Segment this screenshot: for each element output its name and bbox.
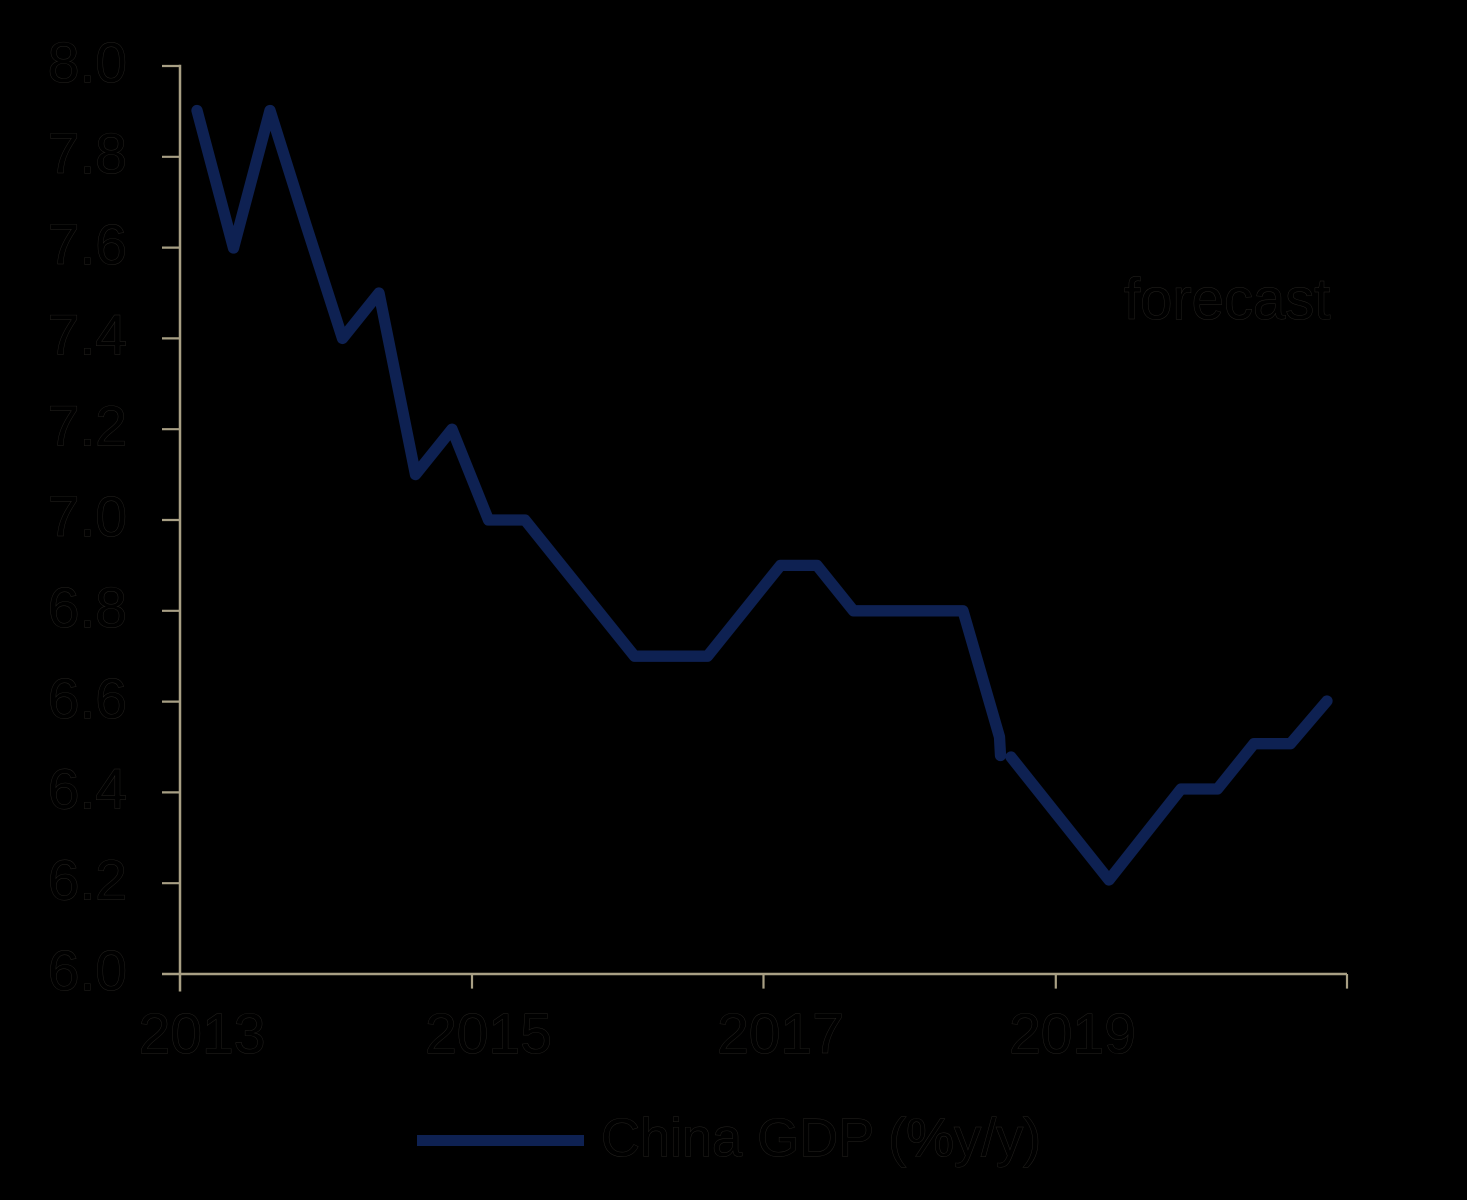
svg-text:6.2: 6.2	[48, 848, 127, 912]
svg-text:7.6: 7.6	[48, 213, 127, 277]
svg-text:6.0: 6.0	[48, 939, 127, 1003]
svg-text:forecast: forecast	[1124, 267, 1330, 332]
svg-text:7.4: 7.4	[48, 304, 127, 368]
svg-text:2015: 2015	[425, 1002, 552, 1066]
svg-text:2017: 2017	[717, 1002, 844, 1066]
svg-text:6.4: 6.4	[48, 758, 127, 822]
svg-text:7.2: 7.2	[48, 394, 127, 458]
svg-text:6.8: 6.8	[48, 576, 127, 640]
svg-text:2019: 2019	[1009, 1002, 1136, 1066]
svg-text:2013: 2013	[139, 1002, 266, 1066]
svg-text:7.0: 7.0	[48, 485, 127, 549]
svg-text:6.6: 6.6	[48, 667, 127, 731]
svg-text:8.0: 8.0	[48, 31, 127, 95]
svg-text:China GDP (%y/y): China GDP (%y/y)	[601, 1108, 1041, 1168]
svg-text:7.8: 7.8	[48, 122, 127, 186]
